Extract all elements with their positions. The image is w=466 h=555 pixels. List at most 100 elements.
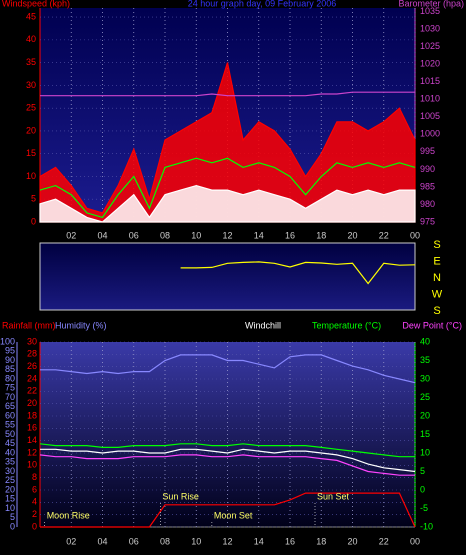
y-tick-label: 6 [32, 484, 37, 494]
y-tick-label: 5 [10, 512, 15, 522]
legend-label: Humidity (%) [55, 320, 107, 330]
y-tick-label: 20 [420, 410, 430, 420]
x-tick-label: 12 [222, 536, 232, 546]
line [40, 448, 416, 473]
y-tick-label: S [433, 239, 440, 251]
y-tick-label: -5 [420, 503, 428, 513]
y-tick-label: -10 [420, 521, 433, 531]
x-tick-label: 18 [316, 536, 326, 546]
x-tick-label: 22 [379, 536, 389, 546]
y-tick-label: 25 [26, 103, 36, 113]
y-tick-label: 975 [420, 216, 435, 226]
y-tick-label: 10 [5, 503, 15, 513]
y-tick-label: 0 [420, 484, 425, 494]
y-tick-label: 1020 [420, 59, 440, 69]
y-tick-label: W [432, 288, 443, 300]
line [39, 443, 415, 458]
x-tick-label: 14 [254, 230, 264, 240]
x-tick-label: 22 [379, 230, 389, 240]
y-tick-label: 35 [26, 57, 36, 67]
y-tick-label: 20 [26, 125, 36, 135]
y-tick-label: 90 [5, 355, 15, 365]
y-tick-label: 35 [5, 457, 15, 467]
y-tick-label: 20 [5, 484, 15, 494]
legend-label: Windchill [245, 320, 281, 330]
y-tick-label: 18 [27, 410, 37, 420]
y-tick-label: 0 [10, 521, 15, 531]
y-tick-label: 40 [5, 447, 15, 457]
y-tick-label: 1035 [420, 6, 440, 16]
y-tick-label: N [433, 272, 441, 284]
y-tick-label: 30 [420, 373, 430, 383]
y-tick-label: 50 [5, 429, 15, 439]
y-tick-label: 15 [26, 148, 36, 158]
y-tick-label: 1005 [420, 111, 440, 121]
line [39, 157, 416, 219]
y-tick-label: 980 [420, 199, 435, 209]
x-tick-label: 08 [160, 230, 170, 240]
y-axis-label: Windspeed (kph) [2, 0, 70, 8]
x-tick-label: 16 [285, 536, 295, 546]
y-tick-label: 22 [27, 386, 37, 396]
y-tick-label: 16 [27, 423, 37, 433]
y-tick-label: 5 [31, 194, 36, 204]
x-tick-label: 06 [129, 230, 139, 240]
y-tick-label: 70 [5, 392, 15, 402]
y-tick-label: 990 [420, 164, 435, 174]
y-tick-label: 30 [5, 466, 15, 476]
y-tick-label: 40 [420, 336, 430, 346]
x-tick-label: 14 [254, 536, 264, 546]
y-tick-label: 60 [5, 410, 15, 420]
y-tick-label: 95 [5, 346, 15, 356]
y-tick-label: 0 [32, 521, 37, 531]
annotation: Moon Set [214, 510, 253, 520]
x-tick-label: 06 [129, 536, 139, 546]
line [40, 354, 416, 384]
y-tick-label: 14 [27, 435, 37, 445]
y-tick-label: 20 [27, 398, 37, 408]
x-tick-label: 04 [97, 536, 107, 546]
y-tick-label: E [433, 255, 440, 267]
y-tick-label: 25 [420, 392, 430, 402]
area [39, 62, 416, 223]
y-tick-label: 55 [5, 420, 15, 430]
y-tick-label: 30 [27, 336, 37, 346]
y-tick-label: 1025 [420, 41, 440, 51]
x-tick-label: 18 [316, 230, 326, 240]
y-tick-label: 1010 [420, 94, 440, 104]
y-tick-label: 75 [5, 383, 15, 393]
x-tick-label: 12 [222, 230, 232, 240]
y-tick-label: 85 [5, 364, 15, 374]
y-tick-label: 45 [5, 438, 15, 448]
x-tick-label: 20 [347, 536, 357, 546]
legend-label: Rainfall (mm) [2, 320, 56, 330]
line [39, 454, 415, 476]
y2-axis-label: Barometer (hpa) [398, 0, 464, 8]
y-tick-label: 15 [5, 494, 15, 504]
y-tick-label: 15 [420, 429, 430, 439]
line [40, 492, 416, 528]
x-tick-label: 00 [410, 536, 420, 546]
y-tick-label: 24 [27, 373, 37, 383]
y-tick-label: 1000 [420, 129, 440, 139]
y-tick-label: 995 [420, 146, 435, 156]
y-tick-label: 5 [420, 466, 425, 476]
y-tick-label: 12 [27, 447, 37, 457]
y-tick-label: 30 [26, 80, 36, 90]
x-tick-label: 02 [66, 230, 76, 240]
chart-title: 24 hour graph day, 09 February 2006 [188, 0, 336, 8]
y-tick-label: 40 [26, 34, 36, 44]
x-tick-label: 20 [347, 230, 357, 240]
y-tick-label: 10 [26, 171, 36, 181]
y-tick-label: 10 [420, 447, 430, 457]
x-tick-label: 02 [66, 536, 76, 546]
x-tick-label: 16 [285, 230, 295, 240]
area [39, 184, 416, 223]
direction-panel [39, 242, 416, 311]
y-tick-label: 28 [27, 349, 37, 359]
legend-label: Dew Point (°C) [402, 320, 462, 330]
y-tick-label: 26 [27, 361, 37, 371]
y-tick-label: 1015 [420, 76, 440, 86]
y-tick-label: 45 [26, 11, 36, 21]
y-tick-label: 100 [0, 336, 15, 346]
